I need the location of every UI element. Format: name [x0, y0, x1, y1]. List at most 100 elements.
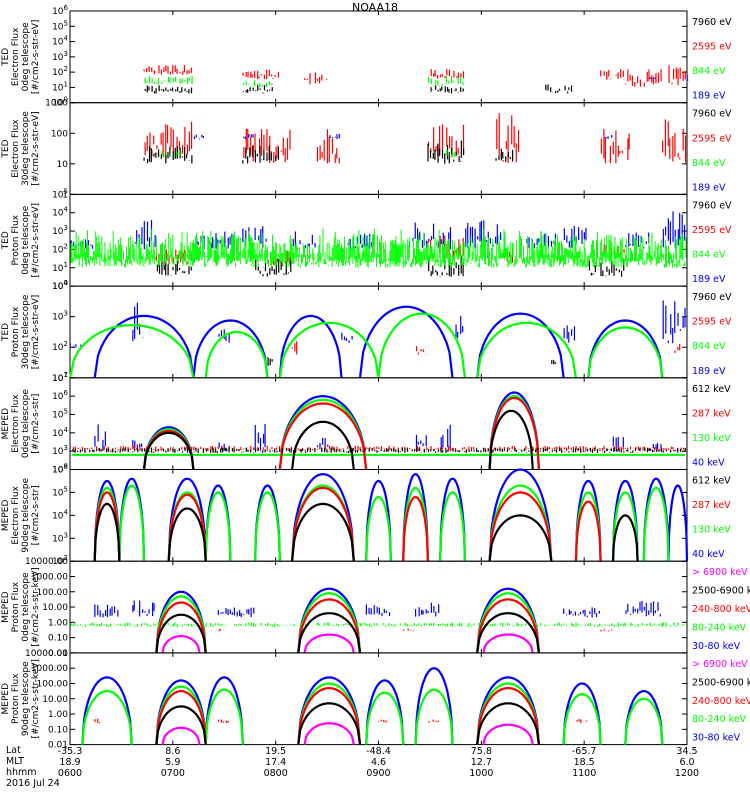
y-tick-label: 0.10: [48, 725, 68, 735]
data-trace: [278, 321, 380, 378]
x-tick-label-hhmm: 1200: [675, 768, 699, 779]
y-tick-label: 1000.00: [31, 572, 68, 582]
legend-entry: > 6900 keV: [692, 659, 748, 670]
y-tick-label: 104: [52, 35, 68, 48]
y-tick-label: 101: [52, 261, 68, 274]
data-trace: [204, 330, 269, 378]
x-row-label-lat: Lat: [6, 745, 21, 756]
data-trace: [611, 514, 639, 562]
legend-entry: 40 keV: [692, 549, 725, 560]
y-axis-label: TED: [1, 139, 11, 158]
data-trace: [476, 592, 540, 654]
x-row-label-mlt: MLT: [6, 756, 24, 767]
legend-entry: 130 keV: [692, 525, 731, 536]
data-trace: [204, 676, 244, 745]
y-tick-label: 105: [52, 19, 68, 32]
y-tick-label: 1000.00: [31, 664, 68, 674]
y-axis-label: 0deg telescope: [21, 572, 31, 642]
legend-entry: 240-800 keV: [692, 696, 750, 707]
y-axis-label: [#/cm2-s-str-keV]: [31, 567, 41, 646]
y-tick-label: 102: [52, 340, 68, 353]
data-trace: [482, 633, 534, 654]
y-tick-label: 102: [52, 463, 68, 476]
data-trace: [278, 394, 368, 470]
data-trace: [118, 484, 146, 562]
data-trace: [291, 420, 355, 470]
y-tick-label: 1: [62, 190, 68, 200]
legend-entry: 80-240 keV: [692, 622, 747, 633]
data-trace: [488, 409, 534, 470]
x-tick-label-mlt: 18.5: [574, 757, 595, 768]
data-trace: [297, 592, 362, 654]
legend-entry: 189 eV: [692, 366, 726, 377]
data-trace: [574, 500, 602, 562]
data-trace: [155, 705, 207, 745]
legend-entry: 844 eV: [692, 66, 726, 77]
data-trace: [297, 612, 362, 654]
y-tick-label: 10.00: [42, 695, 68, 705]
y-axis-label: Proton Flux: [11, 673, 21, 724]
x-tick-label-lat: 8.6: [165, 746, 180, 757]
y-tick-label: 102: [52, 242, 68, 255]
data-trace: [161, 726, 201, 745]
y-tick-label: 106: [52, 389, 68, 402]
legend-entry: 7960 eV: [692, 109, 732, 120]
data-trace: [476, 587, 540, 654]
legend-entry: 844 eV: [692, 341, 726, 352]
data-trace: [192, 319, 269, 378]
data-trace: [161, 635, 201, 654]
x-tick-label-mlt: 4.6: [371, 757, 386, 768]
data-trace: [574, 479, 602, 562]
x-tick-label-hhmm: 0900: [366, 768, 390, 779]
data-trace: [587, 326, 664, 378]
y-axis-label: Electron Flux: [11, 394, 21, 453]
legend-entry: 189 eV: [692, 182, 726, 193]
data-trace: [365, 495, 392, 562]
y-tick-label: 101: [52, 80, 68, 93]
data-trace: [476, 676, 540, 745]
y-tick-label: 100: [52, 96, 68, 109]
data-trace: [402, 495, 429, 562]
data-trace: [611, 491, 639, 562]
data-trace: [574, 491, 602, 562]
panel-frame: [69, 560, 688, 654]
data-trace: [414, 688, 454, 745]
legend-entry: 40 keV: [692, 458, 725, 469]
x-tick-label-mlt: 18.9: [59, 757, 80, 768]
data-trace: [204, 688, 244, 745]
x-tick-label-hhmm: 1000: [469, 768, 493, 779]
data-trace: [204, 484, 232, 562]
y-axis-label: MEPED: [1, 683, 11, 715]
data-trace: [81, 689, 133, 745]
y-tick-label: 103: [52, 310, 68, 323]
y-tick-label: 105: [52, 407, 68, 420]
legend-entry: 2595 eV: [692, 225, 732, 236]
data-trace: [81, 676, 133, 745]
data-trace: [278, 314, 343, 378]
y-axis-label: [#/cm2-s-str-eV]: [31, 20, 41, 95]
legend-entry: 2500-6900 keV: [692, 677, 750, 688]
y-tick-label: 104: [52, 426, 68, 439]
y-tick-label: 100.00: [37, 588, 69, 598]
data-trace: [488, 396, 540, 470]
data-trace: [476, 598, 540, 654]
x-tick-label-hhmm: 0800: [264, 768, 288, 779]
x-tick-label-hhmm: 1100: [572, 768, 596, 779]
data-trace: [611, 479, 639, 562]
y-tick-label: 106: [52, 463, 68, 476]
y-tick-label: 103: [52, 444, 68, 457]
legend-entry: 2595 eV: [692, 317, 732, 328]
data-trace: [667, 484, 689, 562]
panel-frame: [69, 469, 688, 562]
legend-entry: 130 keV: [692, 433, 731, 444]
data-trace: [278, 398, 368, 470]
y-tick-label: 106: [52, 4, 68, 17]
y-axis-label: MEPED: [1, 408, 11, 440]
y-axis-label: Electron Flux: [11, 119, 21, 178]
data-trace: [562, 682, 602, 745]
y-axis-label: 30deg telescope: [21, 294, 31, 369]
legend-entry: 287 keV: [692, 500, 731, 511]
x-tick-label-lat: 34.5: [676, 746, 697, 757]
y-tick-label: 103: [52, 531, 68, 544]
x-tick-label-lat: -35.3: [58, 746, 83, 757]
